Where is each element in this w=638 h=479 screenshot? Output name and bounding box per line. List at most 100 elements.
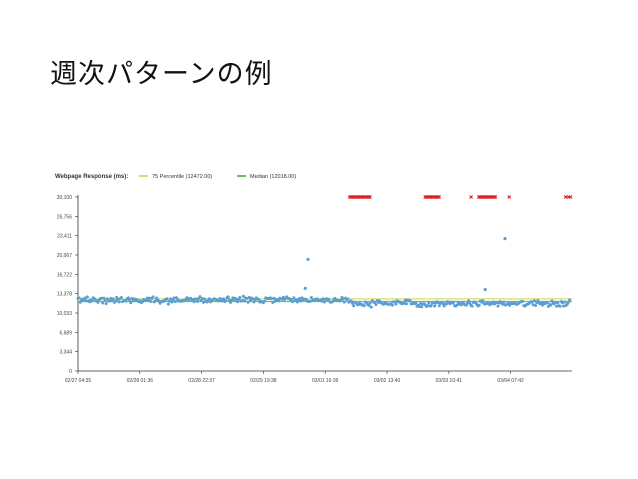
data-point bbox=[545, 301, 549, 305]
data-point-outlier bbox=[503, 237, 507, 241]
data-point bbox=[226, 295, 230, 299]
data-point bbox=[192, 300, 196, 304]
slide-title: 週次パターンの例 bbox=[50, 59, 273, 90]
data-point bbox=[521, 299, 525, 303]
data-point bbox=[145, 296, 149, 300]
data-point bbox=[173, 300, 177, 304]
data-point bbox=[153, 299, 157, 303]
data-point bbox=[346, 297, 350, 301]
data-point bbox=[420, 305, 424, 309]
timeout-marker bbox=[563, 195, 568, 199]
data-point bbox=[227, 298, 231, 302]
data-point bbox=[369, 305, 373, 309]
data-point bbox=[141, 300, 145, 304]
data-point bbox=[441, 302, 445, 306]
data-point-outlier bbox=[306, 257, 310, 262]
data-point bbox=[230, 299, 234, 303]
x-tick-label: 03/01 16:39 bbox=[312, 378, 339, 384]
data-point bbox=[408, 299, 412, 303]
data-point bbox=[149, 299, 153, 303]
data-point bbox=[117, 300, 121, 304]
data-point bbox=[263, 299, 267, 303]
data-point bbox=[429, 304, 433, 308]
data-point bbox=[404, 302, 408, 306]
data-point bbox=[403, 298, 407, 302]
data-point bbox=[534, 304, 538, 308]
timeout-marker bbox=[507, 195, 512, 199]
data-point bbox=[257, 297, 261, 301]
y-tick-label: 0 bbox=[69, 369, 72, 375]
data-point bbox=[148, 296, 152, 300]
data-point bbox=[426, 304, 430, 308]
data-point bbox=[320, 299, 324, 303]
x-tick-label: 03/04 07:42 bbox=[497, 378, 524, 384]
y-tick-label: 13,378 bbox=[57, 292, 73, 298]
data-point bbox=[151, 295, 155, 299]
data-point bbox=[339, 298, 343, 302]
data-point bbox=[556, 301, 560, 305]
data-point bbox=[103, 298, 107, 302]
data-point bbox=[390, 303, 394, 307]
data-point bbox=[352, 304, 356, 308]
data-point bbox=[104, 302, 108, 306]
data-point bbox=[221, 297, 225, 301]
data-point bbox=[185, 296, 189, 300]
legend-median[interactable]: Median (12018.00) bbox=[237, 174, 296, 180]
chart-title: Webpage Response (ms): bbox=[55, 174, 128, 180]
x-tick-label: 02/27 04:35 bbox=[65, 378, 92, 384]
data-point bbox=[146, 298, 150, 302]
data-point bbox=[308, 299, 312, 303]
data-point bbox=[460, 303, 464, 307]
data-point-outlier bbox=[303, 286, 307, 290]
legend-median-label: Median (12018.00) bbox=[250, 174, 296, 180]
data-point bbox=[245, 296, 249, 300]
data-point bbox=[470, 304, 474, 308]
data-point bbox=[99, 296, 103, 300]
data-point bbox=[368, 301, 372, 305]
data-point bbox=[568, 298, 572, 302]
timeout-marker bbox=[469, 195, 473, 199]
data-point bbox=[553, 300, 557, 304]
data-point bbox=[251, 297, 255, 301]
x-tick-label: 02/29 19:38 bbox=[250, 378, 277, 384]
legend-p75[interactable]: 75 Percentile (12472.00) bbox=[139, 174, 212, 180]
data-point bbox=[367, 303, 371, 307]
data-point bbox=[168, 299, 172, 303]
y-tick-label: 3,344 bbox=[59, 350, 72, 356]
timeout-marker bbox=[568, 195, 573, 199]
data-point bbox=[427, 301, 431, 305]
data-point bbox=[101, 301, 105, 305]
data-point bbox=[532, 299, 536, 303]
data-point bbox=[247, 295, 251, 299]
data-point bbox=[451, 300, 455, 304]
y-tick-label: 16,722 bbox=[57, 272, 73, 278]
data-point bbox=[321, 297, 325, 301]
y-tick-label: 30,100 bbox=[57, 195, 73, 201]
y-tick-label: 20,067 bbox=[57, 253, 73, 259]
data-point bbox=[194, 297, 198, 301]
data-point bbox=[84, 299, 88, 303]
data-point bbox=[165, 297, 169, 301]
data-point bbox=[495, 301, 499, 305]
data-point bbox=[198, 295, 202, 299]
data-point bbox=[291, 300, 295, 304]
legend-p75-label: 75 Percentile (12472.00) bbox=[152, 174, 212, 180]
data-point bbox=[272, 296, 276, 300]
data-point bbox=[417, 305, 421, 309]
data-point bbox=[270, 297, 274, 301]
data-point bbox=[90, 299, 94, 303]
data-point bbox=[119, 296, 123, 300]
data-point bbox=[238, 295, 242, 299]
data-point bbox=[196, 299, 200, 303]
data-point bbox=[241, 294, 245, 298]
y-tick-label: 10,033 bbox=[57, 311, 73, 317]
data-point bbox=[169, 297, 173, 301]
data-point bbox=[252, 300, 256, 304]
data-point bbox=[271, 301, 275, 305]
data-point bbox=[243, 299, 247, 303]
data-point bbox=[172, 296, 176, 300]
data-point bbox=[111, 297, 115, 301]
data-point bbox=[414, 301, 418, 305]
data-point bbox=[433, 304, 437, 308]
timeout-marker bbox=[493, 195, 498, 199]
